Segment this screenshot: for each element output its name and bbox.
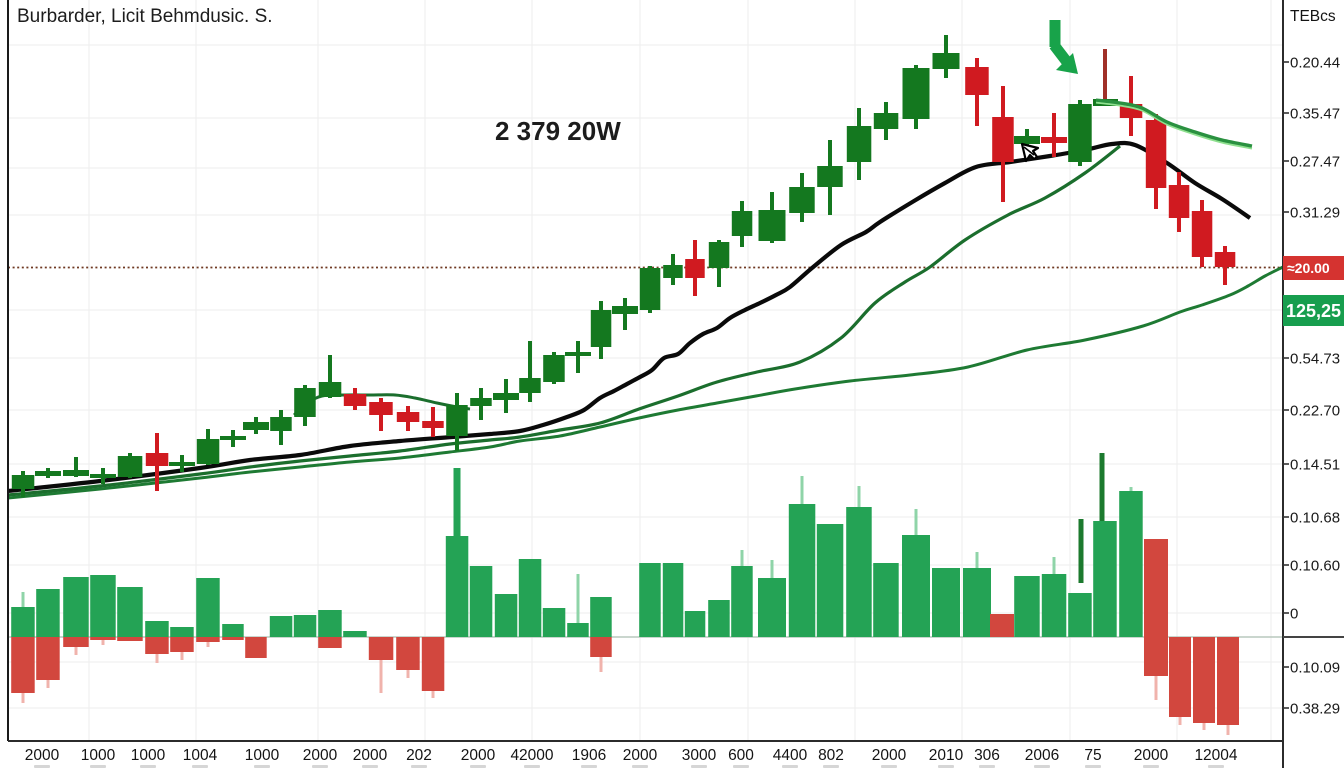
svg-text:4400: 4400: [773, 747, 808, 764]
svg-text:0.54.73: 0.54.73: [1290, 351, 1340, 368]
svg-text:2000: 2000: [25, 747, 60, 764]
svg-text:1000: 1000: [81, 747, 116, 764]
svg-text:2000: 2000: [623, 747, 658, 764]
svg-text:≈20.00: ≈20.00: [1287, 260, 1330, 276]
svg-text:0.38.29: 0.38.29: [1290, 701, 1340, 718]
svg-text:2010: 2010: [929, 747, 964, 764]
svg-text:42000: 42000: [510, 747, 553, 764]
svg-text:1000: 1000: [245, 747, 280, 764]
svg-text:0.35.47: 0.35.47: [1290, 106, 1340, 123]
svg-text:2000: 2000: [353, 747, 388, 764]
svg-text:0.31.29: 0.31.29: [1290, 205, 1340, 222]
svg-text:306: 306: [974, 747, 1000, 764]
svg-text:0.27.47: 0.27.47: [1290, 154, 1340, 171]
svg-text:0.22.70: 0.22.70: [1290, 403, 1340, 420]
svg-text:75: 75: [1084, 747, 1101, 764]
svg-text:0.14.51: 0.14.51: [1290, 457, 1340, 474]
svg-text:1004: 1004: [183, 747, 218, 764]
svg-text:Burbarder, Licit Behmdusic. S.: Burbarder, Licit Behmdusic. S.: [17, 6, 273, 27]
svg-text:600: 600: [728, 747, 754, 764]
svg-text:0.10.60: 0.10.60: [1290, 558, 1340, 575]
svg-text:0.20.44: 0.20.44: [1290, 55, 1340, 72]
svg-text:0.10.09: 0.10.09: [1290, 660, 1340, 677]
svg-text:2 379 20W: 2 379 20W: [495, 116, 621, 146]
svg-text:TEBcs: TEBcs: [1290, 8, 1336, 25]
svg-text:2000: 2000: [872, 747, 907, 764]
svg-text:2006: 2006: [1025, 747, 1059, 764]
svg-text:1906: 1906: [572, 747, 606, 764]
svg-text:202: 202: [406, 747, 432, 764]
svg-text:12004: 12004: [1194, 747, 1237, 764]
svg-text:0.10.68: 0.10.68: [1290, 510, 1340, 527]
svg-text:2000: 2000: [1134, 747, 1169, 764]
svg-text:0: 0: [1290, 606, 1298, 623]
svg-text:125,25: 125,25: [1286, 301, 1341, 321]
svg-text:3000: 3000: [682, 747, 717, 764]
svg-text:2000: 2000: [461, 747, 496, 764]
svg-text:1000: 1000: [131, 747, 166, 764]
svg-text:2000: 2000: [303, 747, 338, 764]
svg-text:802: 802: [818, 747, 844, 764]
